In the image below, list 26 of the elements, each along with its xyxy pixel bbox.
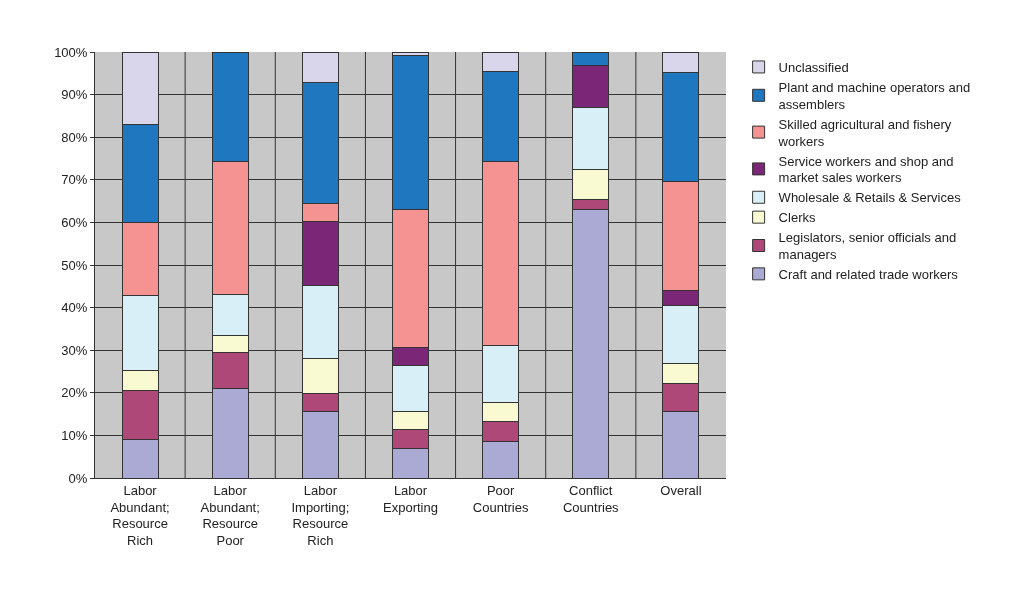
legend-label: Skilled agricultural and fishery workers — [777, 116, 952, 149]
x-tick-label: Overall — [660, 482, 702, 498]
x-tick-label: Conflict Countries — [562, 482, 620, 515]
y-tick-label: 100% — [54, 44, 88, 60]
x-tick-label: Labor Abundant; Resource Poor — [200, 482, 260, 549]
y-tick-label: 40% — [61, 300, 88, 316]
x-tick-label: Poor Countries — [472, 482, 529, 515]
legend-label: Wholesale & Retails & Services — [778, 190, 962, 206]
legend-label: Legislators, senior officials and managers — [778, 230, 957, 263]
y-tick-label: 10% — [61, 427, 88, 443]
y-tick-label: 90% — [61, 87, 88, 103]
y-tick-label: 0% — [68, 470, 88, 486]
x-tick-label: Labor Abundant; Resource Rich — [110, 482, 170, 549]
legend-label: Clerks — [778, 210, 816, 226]
legend-label: Craft and related trade workers — [778, 266, 959, 282]
y-tick-label: 20% — [61, 385, 88, 401]
y-tick-label: 50% — [61, 257, 88, 273]
legend-label: Unclassified — [778, 60, 849, 76]
y-tick-label: 80% — [61, 129, 88, 145]
x-tick-label: Labor Exporting — [383, 482, 438, 515]
legend-label: Plant and machine operators and assemblers — [778, 79, 971, 112]
y-tick-label: 60% — [61, 214, 88, 230]
x-tick-label: Labor Importing; Resource Rich — [291, 482, 350, 549]
legend-label: Service workers and shop and market sales workers — [778, 153, 954, 186]
y-tick-label: 70% — [61, 172, 88, 188]
y-tick-label: 30% — [61, 342, 88, 358]
